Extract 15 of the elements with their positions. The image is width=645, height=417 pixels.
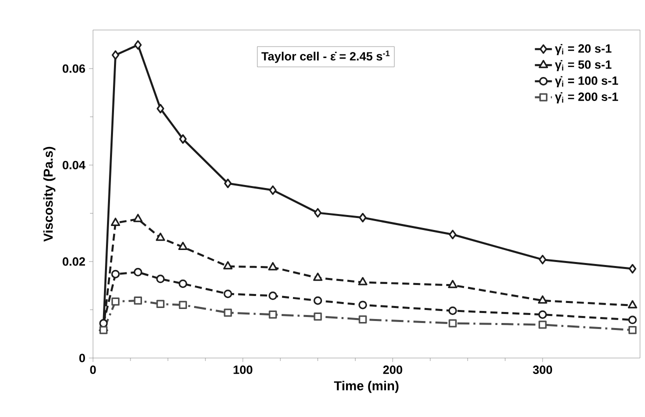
y-tick-label: 0.06 xyxy=(62,64,86,73)
legend-label: γ̇$_{i}$ = 200 s-1 xyxy=(554,92,618,104)
y-tick-label: 0.04 xyxy=(62,160,86,170)
y-tick-label: 0.02 xyxy=(62,257,85,266)
x-tick-label: 300 xyxy=(532,366,552,374)
y-axis-title: Viscosity (Pa.s) xyxy=(43,146,56,242)
x-tick-label: 100 xyxy=(234,366,252,374)
x-axis-title: Time (min) xyxy=(334,380,398,393)
y-tick-label: 0 xyxy=(79,354,85,362)
legend-label: γ̇$_{i}$ = 20 s-1 xyxy=(554,44,612,56)
annotation: Taylor cell - ε̇ = 2.45 s$^{-1}$ xyxy=(261,50,390,63)
x-tick-label: 0 xyxy=(90,366,96,374)
legend-label: γ̇$_{i}$ = 50 s-1 xyxy=(554,60,612,72)
x-tick-label: 200 xyxy=(383,366,402,374)
legend-label: γ̇$_{i}$ = 100 s-1 xyxy=(554,76,618,88)
